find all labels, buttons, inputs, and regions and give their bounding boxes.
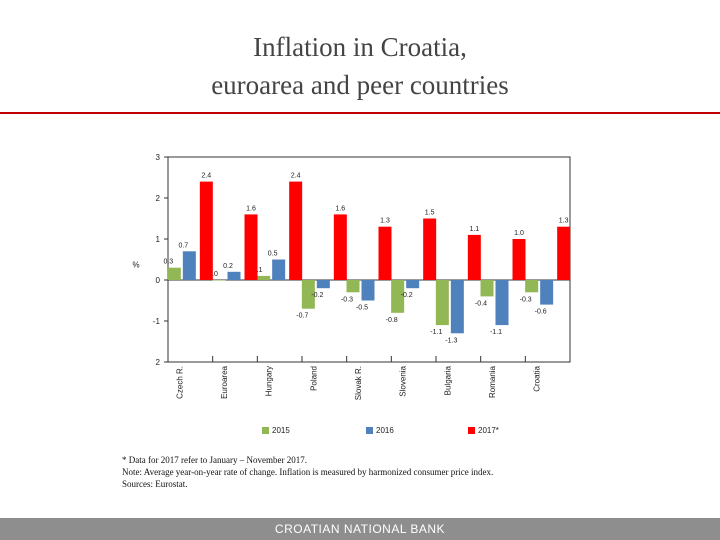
bar-2016-2 [272,259,286,280]
inflation-bar-chart: 3 2 1 0 -1 2% 0.3 0.0 0.1 -0.7 -0.3 -0.8 -1.1 -0.4 -0.… [132,153,571,435]
bar-value-label: -1.3 [445,337,457,344]
bar-2017-1 [244,214,258,280]
bar-value-label: -0.8 [386,317,398,324]
bar-2015-7 [480,280,494,297]
x-category-label: Czech R. [175,366,184,399]
bar-value-label: -1.1 [430,329,442,336]
legend-swatch-2017 [468,427,475,434]
note-sources: Sources: Eurostat. [122,479,188,489]
bar-2015-2 [257,275,271,280]
footer-institution-name: CROATIAN NATIONAL BANK [274,522,446,536]
bar-2017-0 [199,181,213,280]
legend-label: 2016 [376,426,394,435]
legend-swatch-2015 [262,427,269,434]
bar-value-label: -0.7 [296,313,308,320]
bar-value-label: 2.4 [201,173,211,180]
bar-2016-5 [406,280,420,289]
bar-2017-6 [467,234,481,280]
bar-2015-1 [212,280,226,281]
legend-label: 2015 [272,426,290,435]
legend-label: 2017* [478,426,499,435]
bar-value-label: 0.1 [253,267,263,274]
bar-value-label: 0.7 [178,242,188,249]
bar-value-label: 1.6 [246,205,256,212]
y-tick-label: 0 [156,276,161,285]
bar-2016-3 [316,280,330,289]
x-category-label: Poland [309,366,318,391]
bar-value-label: 2.4 [291,173,301,180]
bar-value-label: 1.3 [380,218,390,225]
y-axis-label: % [132,261,139,270]
bar-2016-7 [495,280,509,326]
bar-value-label: 0.2 [223,263,233,270]
bar-value-label: 0.5 [268,251,278,258]
x-category-label: Euroarea [220,365,229,398]
bar-2015-4 [346,280,360,293]
bar-value-label: 1.3 [559,218,569,225]
x-category-label: Hungary [265,366,274,396]
y-tick-label: 2 [156,358,161,367]
bar-2016-8 [540,280,554,305]
x-category-label: Bulgaria [443,365,452,395]
bar-value-label: 1.1 [469,226,479,233]
slide-title: Inflation in Croatia, euroarea and peer … [0,28,720,104]
bar-2016-1 [227,271,241,280]
bar-value-label: -0.3 [520,296,532,303]
bar-value-label: -0.3 [341,296,353,303]
bar-value-label: 0.3 [163,259,173,266]
bar-value-label: 1.5 [425,210,435,217]
legend-swatch-2016 [366,427,373,434]
bar-value-label: -1.1 [490,329,502,336]
bar-value-label: -0.2 [311,292,323,299]
y-tick-label: 2 [156,194,161,203]
title-divider [0,112,720,114]
bar-2017-3 [333,214,347,280]
x-category-label: Slovak R. [354,366,363,400]
bar-2017-5 [423,218,437,280]
slide-title-line-1: Inflation in Croatia, [253,32,467,62]
bar-2016-4 [361,280,375,301]
bar-2015-8 [525,280,539,293]
bar-2015-0 [167,267,181,280]
x-category-label: Croatia [533,365,542,391]
bar-2017-2 [289,181,303,280]
footer-bar: CROATIAN NATIONAL BANK [0,518,720,540]
plot-frame [167,156,571,363]
bar-value-label: -0.4 [475,300,487,307]
bar-2015-5 [391,280,405,313]
y-tick-label: 3 [156,153,161,162]
bar-value-label: -0.5 [356,305,368,312]
bar-2016-6 [450,280,464,334]
y-tick-label: 1 [156,235,161,244]
chart-notes: * Data for 2017 refer to January – Novem… [122,454,642,490]
x-category-label: Slovenia [399,365,408,396]
bar-2017-7 [512,239,526,280]
y-tick-label: -1 [153,317,161,326]
bar-2016-0 [182,251,196,280]
x-category-label: Romania [488,365,497,398]
bar-value-label: -0.2 [401,292,413,299]
slide-title-line-2: euroarea and peer countries [211,70,509,100]
bar-2017-4 [378,226,392,280]
bar-value-label: -0.6 [535,309,547,316]
bar-value-label: 1.0 [514,230,524,237]
bar-2017-8 [557,226,571,280]
bar-value-label: 1.6 [335,205,345,212]
bar-2015-3 [301,280,315,309]
bar-2015-6 [435,280,449,326]
note-footnote: * Data for 2017 refer to January – Novem… [122,455,307,465]
note-definition: Note: Average year-on-year rate of chang… [122,467,494,477]
bar-value-label: 0.0 [208,271,218,278]
